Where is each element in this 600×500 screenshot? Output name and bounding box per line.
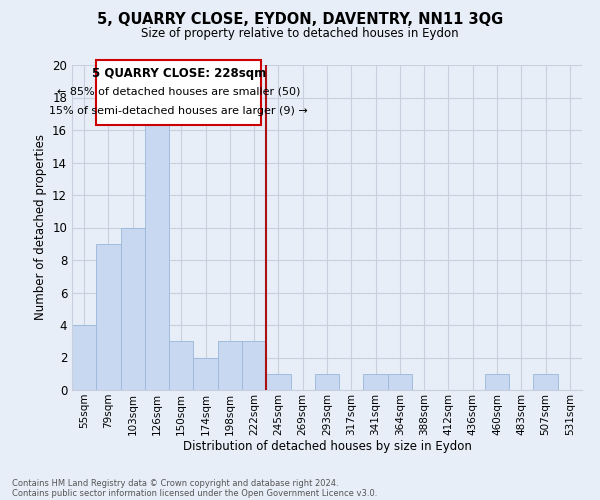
Bar bbox=[218, 341, 242, 390]
Text: 5 QUARRY CLOSE: 228sqm: 5 QUARRY CLOSE: 228sqm bbox=[92, 66, 266, 80]
Bar bbox=[169, 341, 193, 390]
Bar bbox=[72, 325, 96, 390]
Y-axis label: Number of detached properties: Number of detached properties bbox=[34, 134, 47, 320]
Text: Contains HM Land Registry data © Crown copyright and database right 2024.: Contains HM Land Registry data © Crown c… bbox=[12, 478, 338, 488]
Bar bbox=[533, 374, 558, 390]
X-axis label: Distribution of detached houses by size in Eydon: Distribution of detached houses by size … bbox=[182, 440, 472, 454]
Bar bbox=[96, 244, 121, 390]
Text: 5, QUARRY CLOSE, EYDON, DAVENTRY, NN11 3QG: 5, QUARRY CLOSE, EYDON, DAVENTRY, NN11 3… bbox=[97, 12, 503, 28]
Bar bbox=[193, 358, 218, 390]
Bar bbox=[145, 114, 169, 390]
Text: Size of property relative to detached houses in Eydon: Size of property relative to detached ho… bbox=[141, 28, 459, 40]
Bar bbox=[485, 374, 509, 390]
Bar bbox=[315, 374, 339, 390]
Text: 15% of semi-detached houses are larger (9) →: 15% of semi-detached houses are larger (… bbox=[49, 106, 308, 116]
Bar bbox=[388, 374, 412, 390]
Bar bbox=[364, 374, 388, 390]
Text: Contains public sector information licensed under the Open Government Licence v3: Contains public sector information licen… bbox=[12, 488, 377, 498]
FancyBboxPatch shape bbox=[96, 60, 262, 125]
Bar bbox=[242, 341, 266, 390]
Text: ← 85% of detached houses are smaller (50): ← 85% of detached houses are smaller (50… bbox=[57, 86, 301, 96]
Bar bbox=[121, 228, 145, 390]
Bar bbox=[266, 374, 290, 390]
